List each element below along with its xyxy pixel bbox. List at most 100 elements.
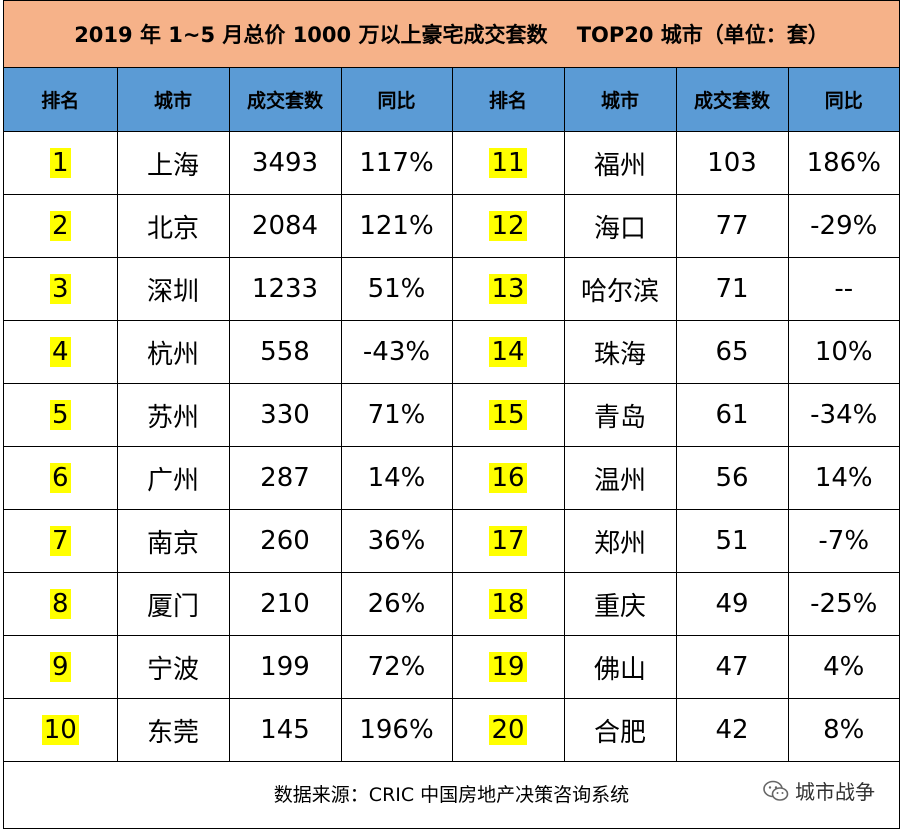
rank-cell: 3 — [4, 257, 118, 321]
rank-cell: 9 — [4, 635, 118, 699]
rank-number: 3 — [49, 274, 71, 304]
city-cell: 郑州 — [563, 509, 677, 573]
count-cell: 71 — [675, 257, 789, 321]
rank-cell: 10 — [4, 698, 118, 762]
city-cell: 重庆 — [563, 572, 677, 636]
table-row: 5 苏州 330 71% 15 青岛 61 -34% — [4, 383, 899, 447]
rank-number: 19 — [489, 652, 527, 682]
count-cell: 49 — [675, 572, 789, 636]
yoy-cell: 51% — [340, 257, 453, 321]
header-count: 成交套数 — [675, 68, 789, 132]
rank-cell: 2 — [4, 194, 118, 258]
city-cell: 苏州 — [116, 383, 230, 447]
ranking-table: 排名 城市 成交套数 同比 排名 城市 成交套数 同比 1 上海 3493 117% 1… — [4, 68, 899, 762]
rank-cell: 13 — [451, 257, 565, 321]
yoy-cell: 121% — [340, 194, 453, 258]
city-cell: 上海 — [116, 131, 230, 195]
city-cell: 厦门 — [116, 572, 230, 636]
count-cell: 199 — [228, 635, 342, 699]
rank-cell: 5 — [4, 383, 118, 447]
brand-name: 城市战争 — [795, 780, 875, 804]
yoy-cell: -25% — [787, 572, 899, 636]
city-cell: 佛山 — [563, 635, 677, 699]
city-cell: 温州 — [563, 446, 677, 510]
rank-number: 8 — [49, 589, 71, 619]
count-cell: 65 — [675, 320, 789, 384]
city-cell: 广州 — [116, 446, 230, 510]
count-cell: 3493 — [228, 131, 342, 195]
rank-number: 2 — [49, 211, 71, 241]
count-cell: 77 — [675, 194, 789, 258]
header-yoy: 同比 — [340, 68, 453, 132]
count-cell: 330 — [228, 383, 342, 447]
city-cell: 珠海 — [563, 320, 677, 384]
table-row: 7 南京 260 36% 17 郑州 51 -7% — [4, 509, 899, 573]
table-row: 3 深圳 1233 51% 13 哈尔滨 71 -- — [4, 257, 899, 321]
count-cell: 2084 — [228, 194, 342, 258]
city-cell: 合肥 — [563, 698, 677, 762]
wechat-icon — [763, 780, 789, 801]
count-cell: 287 — [228, 446, 342, 510]
city-cell: 东莞 — [116, 698, 230, 762]
yoy-cell: 71% — [340, 383, 453, 447]
header-yoy: 同比 — [787, 68, 899, 132]
rank-cell: 7 — [4, 509, 118, 573]
ranking-table-card: 2019 年 1~5 月总价 1000 万以上豪宅成交套数 TOP20 城市（单… — [3, 0, 900, 829]
data-source: 数据来源：CRIC 中国房地产决策咨询系统 — [273, 784, 630, 806]
footer: 数据来源：CRIC 中国房地产决策咨询系统 城市战争 — [4, 762, 899, 827]
brand-watermark: 城市战争 — [763, 776, 875, 805]
count-cell: 42 — [675, 698, 789, 762]
yoy-cell: 10% — [787, 320, 899, 384]
table-row: 8 厦门 210 26% 18 重庆 49 -25% — [4, 572, 899, 636]
rank-number: 5 — [49, 400, 71, 430]
count-cell: 51 — [675, 509, 789, 573]
count-cell: 1233 — [228, 257, 342, 321]
header-rank: 排名 — [451, 68, 565, 132]
rank-number: 18 — [489, 589, 527, 619]
rank-cell: 20 — [451, 698, 565, 762]
table-row: 4 杭州 558 -43% 14 珠海 65 10% — [4, 320, 899, 384]
city-cell: 深圳 — [116, 257, 230, 321]
table-row: 6 广州 287 14% 16 温州 56 14% — [4, 446, 899, 510]
header-city: 城市 — [563, 68, 677, 132]
city-cell: 福州 — [563, 131, 677, 195]
yoy-cell: 26% — [340, 572, 453, 636]
count-cell: 61 — [675, 383, 789, 447]
rank-cell: 16 — [451, 446, 565, 510]
yoy-cell: 36% — [340, 509, 453, 573]
city-cell: 南京 — [116, 509, 230, 573]
yoy-cell: -7% — [787, 509, 899, 573]
table-row: 2 北京 2084 121% 12 海口 77 -29% — [4, 194, 899, 258]
rank-cell: 15 — [451, 383, 565, 447]
rank-cell: 18 — [451, 572, 565, 636]
count-cell: 47 — [675, 635, 789, 699]
rank-cell: 14 — [451, 320, 565, 384]
city-cell: 杭州 — [116, 320, 230, 384]
rank-number: 1 — [49, 148, 71, 178]
rank-cell: 8 — [4, 572, 118, 636]
rank-number: 15 — [489, 400, 527, 430]
rank-cell: 4 — [4, 320, 118, 384]
table-title: 2019 年 1~5 月总价 1000 万以上豪宅成交套数 TOP20 城市（单… — [4, 1, 899, 68]
yoy-cell: -29% — [787, 194, 899, 258]
yoy-cell: 117% — [340, 131, 453, 195]
yoy-cell: -- — [787, 257, 899, 321]
rank-number: 12 — [489, 211, 527, 241]
rank-number: 11 — [489, 148, 527, 178]
rank-cell: 19 — [451, 635, 565, 699]
yoy-cell: 14% — [340, 446, 453, 510]
count-cell: 145 — [228, 698, 342, 762]
yoy-cell: 186% — [787, 131, 899, 195]
yoy-cell: 72% — [340, 635, 453, 699]
rank-number: 6 — [49, 463, 71, 493]
yoy-cell: -34% — [787, 383, 899, 447]
table-row: 9 宁波 199 72% 19 佛山 47 4% — [4, 635, 899, 699]
yoy-cell: 8% — [787, 698, 899, 762]
rank-number: 20 — [489, 715, 527, 745]
count-cell: 210 — [228, 572, 342, 636]
rank-cell: 1 — [4, 131, 118, 195]
rank-number: 9 — [49, 652, 71, 682]
header-row: 排名 城市 成交套数 同比 排名 城市 成交套数 同比 — [4, 68, 899, 132]
table-row: 10 东莞 145 196% 20 合肥 42 8% — [4, 698, 899, 762]
city-cell: 青岛 — [563, 383, 677, 447]
